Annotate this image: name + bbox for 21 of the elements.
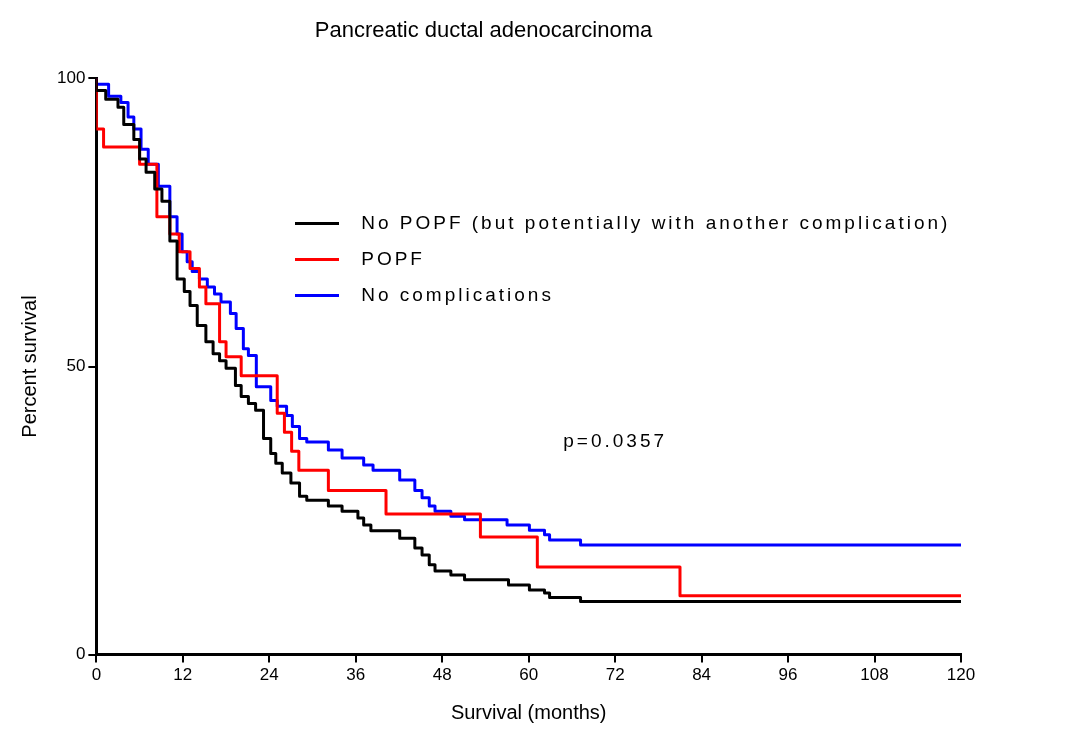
- x-tick-label: 120: [946, 665, 976, 685]
- y-axis-title: Percent survival: [17, 295, 40, 438]
- x-tick-label: 108: [860, 665, 889, 685]
- x-tick-label: 24: [259, 665, 279, 685]
- x-axis-title: Survival (months): [450, 700, 607, 723]
- x-tick-label: 12: [173, 665, 193, 685]
- y-tick-label: 50: [66, 356, 86, 376]
- y-tick-label: 0: [75, 644, 86, 664]
- x-tick-label: 48: [432, 665, 452, 685]
- x-tick-label: 72: [605, 665, 625, 685]
- x-tick-label: 0: [91, 665, 102, 685]
- x-tick-label: 60: [519, 665, 539, 685]
- x-tick-label: 36: [346, 665, 366, 685]
- chart-title: Pancreatic ductal adenocarcinoma: [314, 17, 654, 43]
- y-tick-label: 100: [56, 68, 86, 88]
- legend-label: No complications: [361, 284, 554, 307]
- legend-label: POPF: [361, 248, 425, 271]
- x-tick-label: 84: [692, 665, 712, 685]
- legend-label: No POPF (but potentially with another complication): [361, 212, 951, 235]
- x-tick-label: 96: [778, 665, 798, 685]
- annotation: p=0.0357: [563, 429, 668, 452]
